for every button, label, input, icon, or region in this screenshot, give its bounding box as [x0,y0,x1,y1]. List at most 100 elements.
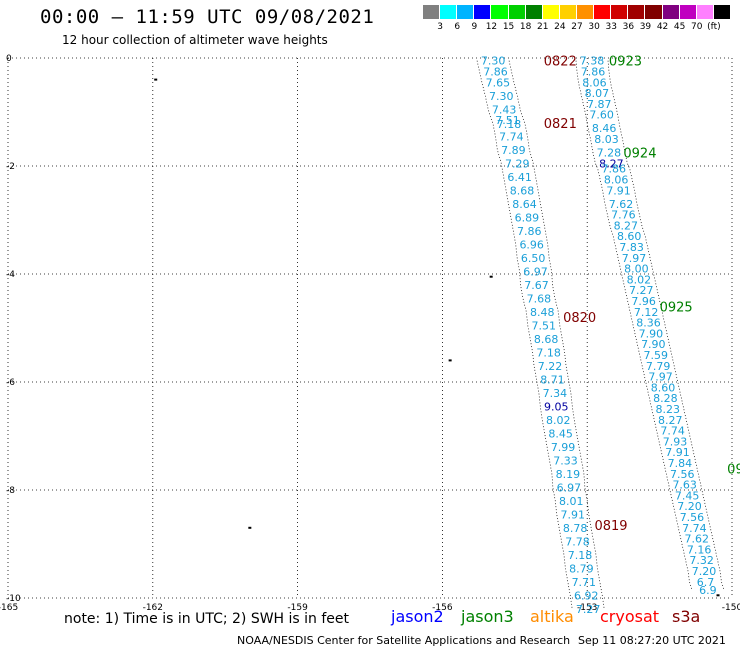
wave-height-value: 8.45 [548,427,573,440]
legend-swatch [628,5,646,19]
x-tick-label: -162 [143,603,163,613]
pass-time-label: 09 [727,462,740,477]
wave-height-value: 7.76 [611,209,636,222]
wave-height-value: 7.74 [660,425,685,438]
wave-height-value: 7.30 [481,55,506,68]
legend-label: 33 [605,22,617,32]
wave-height-value: 7.97 [622,252,647,265]
y-tick-label: -6 [6,378,15,388]
legend-label: (ft) [707,22,721,32]
pass-time-label: 0924 [623,147,656,162]
legend-swatch [594,5,612,19]
wave-height-value: 6.92 [574,589,599,602]
y-tick-label: -2 [6,162,15,172]
wave-height-value: 7.89 [501,144,526,157]
wave-height-value: 7.63 [672,479,697,492]
legend-label: 21 [537,22,549,32]
wave-height-value: 8.60 [651,381,676,394]
wave-height-value: 8.36 [636,317,661,330]
island-marker [248,526,252,529]
wave-height-value: 8.68 [534,333,559,346]
legend-label: 39 [639,22,652,32]
wave-height-value: 8.07 [585,87,610,100]
wave-height-value: 7.29 [505,157,530,170]
wave-height-value: 8.48 [530,306,555,319]
wave-height-value: 7.97 [648,371,673,384]
wave-height-value: 7.65 [486,76,511,89]
wave-height-value: 7.96 [631,295,656,308]
wave-height-value: 7.86 [483,66,508,79]
y-tick-label: -10 [6,594,21,604]
legend-label: 30 [588,22,600,32]
wave-height-value: 7.86 [581,66,606,79]
footer-note: note: 1) Time is in UTC; 2) SWH is in fe… [64,611,350,627]
wave-height-value: 7.86 [601,163,626,176]
wave-height-value: 8.46 [592,122,617,135]
wave-height-value: 8.60 [617,230,642,243]
wave-height-value: 8.27 [658,414,683,427]
footer-timestamp: Sep 11 08:27:20 UTC 2021 [578,634,726,647]
pass-time-label: 0821 [544,117,577,132]
wave-height-value: 7.18 [568,549,593,562]
legend-label: 36 [622,22,635,32]
legend-swatch [696,5,714,19]
wave-height-value: 7.16 [687,543,712,556]
wave-height-value: 8.00 [624,263,649,276]
y-tick-label: 0 [6,54,12,64]
wave-height-value: 7.43 [492,103,517,116]
wave-height-value: 7.33 [553,454,578,467]
wave-height-value: 8.02 [627,273,652,286]
wave-height-value: 6.41 [507,171,532,184]
track-edge-line [607,60,725,590]
legend-label: 18 [519,22,532,32]
sat-legend-altika: altika [530,607,574,626]
pass-time-label: 0925 [660,300,693,315]
sat-legend-jason3: jason3 [461,607,514,626]
wave-height-value: 7.34 [543,387,568,400]
wave-height-value: 7.32 [689,554,714,567]
wave-height-value: 7.20 [677,500,702,513]
wave-height-value: 7.79 [646,360,671,373]
wave-height-value: 7.74 [499,130,524,143]
wave-height-value: 7.84 [668,457,693,470]
wave-height-value: 7.18 [497,118,522,131]
wave-height-value: 7.38 [580,55,605,68]
wave-height-value: 7.87 [587,98,612,111]
wave-height-value: 7.59 [643,349,668,362]
wave-height-value: 8.68 [510,184,535,197]
wave-height-value: 6.97 [557,481,582,494]
pass-time-label: 0923 [609,55,642,70]
wave-height-value: 6.89 [515,211,540,224]
wave-height-value: 6.50 [521,252,546,265]
legend-swatch [525,5,543,19]
x-tick-label: -159 [287,603,308,613]
wave-height-value: 7.51 [495,114,520,127]
wave-height-value: 8.28 [653,392,678,405]
legend-color-bar [423,5,731,19]
wave-height-value: 8.06 [604,174,629,187]
legend-label: 15 [502,22,515,32]
wave-height-value: 8.23 [656,403,681,416]
wave-height-value: 7.78 [565,535,590,548]
pass-time-label: 0820 [563,311,596,326]
footer-credit: NOAA/NESDIS Center for Satellite Applica… [237,634,571,647]
island-marker [489,275,493,278]
wave-height-value: 8.01 [559,495,584,508]
wave-height-value: 7.18 [536,346,561,359]
wave-height-value: 7.12 [634,306,659,319]
wave-height-value: 8.06 [582,76,607,89]
sat-legend-s3a: s3a [672,607,701,626]
wave-height-value: 8.78 [563,522,588,535]
wave-height-value: 6.97 [523,265,548,278]
wave-height-value: 7.62 [685,533,710,546]
wave-height-value: 7.22 [538,360,563,373]
wave-height-value: 7.27 [576,603,601,616]
wave-height-value: 7.99 [551,441,576,454]
wave-height-value: 8.19 [556,468,581,481]
legend-label: 27 [571,22,583,32]
wave-height-value: 8.64 [512,198,537,211]
wave-height-value: 7.56 [670,468,695,481]
legend-label: 45 [673,22,686,32]
legend-swatch [713,5,731,19]
